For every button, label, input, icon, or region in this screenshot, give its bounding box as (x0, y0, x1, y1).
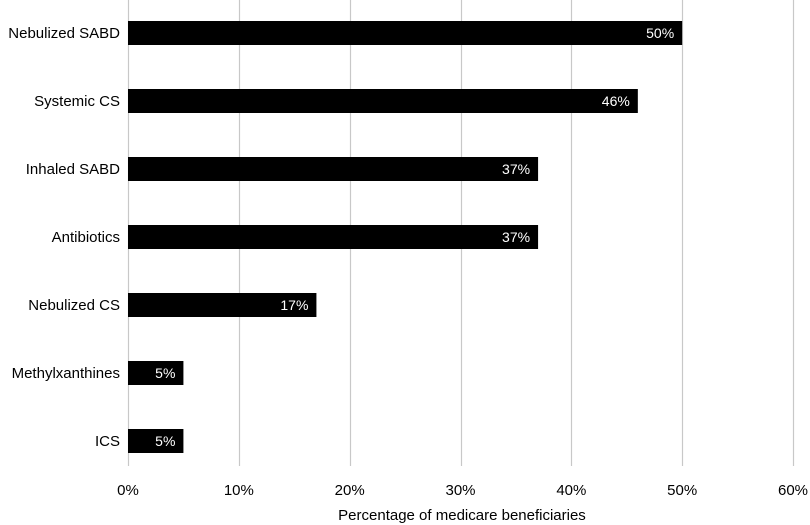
data-label: 46% (602, 93, 630, 109)
x-tick-label: 10% (224, 482, 254, 499)
data-label: 37% (502, 229, 530, 245)
data-label: 17% (280, 297, 308, 313)
data-label: 5% (155, 365, 175, 381)
bar (128, 293, 317, 317)
category-label: Systemic CS (34, 93, 120, 110)
x-tick-label: 50% (667, 482, 697, 499)
category-label: Methylxanthines (12, 365, 120, 382)
x-tick-label: 20% (335, 482, 365, 499)
data-label: 5% (155, 433, 175, 449)
x-tick-label: 30% (445, 482, 475, 499)
x-tick-label: 60% (778, 482, 808, 499)
data-labels: 50% 46% 37% 37% 17% 5% 5% (155, 25, 674, 449)
x-axis-ticks: 0% 10% 20% 30% 40% 50% 60% (117, 482, 808, 499)
data-label: 50% (646, 25, 674, 41)
bars (128, 21, 683, 453)
category-label: Nebulized SABD (8, 25, 120, 42)
bar (128, 89, 638, 113)
category-labels: Nebulized SABD Systemic CS Inhaled SABD Ant… (8, 25, 120, 450)
category-label: ICS (95, 433, 120, 450)
data-label: 37% (502, 161, 530, 177)
category-label: Antibiotics (52, 229, 120, 246)
bar (128, 429, 184, 453)
bar (128, 157, 539, 181)
bar (128, 225, 539, 249)
category-label: Nebulized CS (28, 297, 120, 314)
x-axis-title: Percentage of medicare beneficiaries (338, 507, 586, 524)
bar (128, 361, 184, 385)
bar (128, 21, 683, 45)
x-tick-label: 40% (556, 482, 586, 499)
x-tick-label: 0% (117, 482, 139, 499)
category-label: Inhaled SABD (26, 161, 120, 178)
